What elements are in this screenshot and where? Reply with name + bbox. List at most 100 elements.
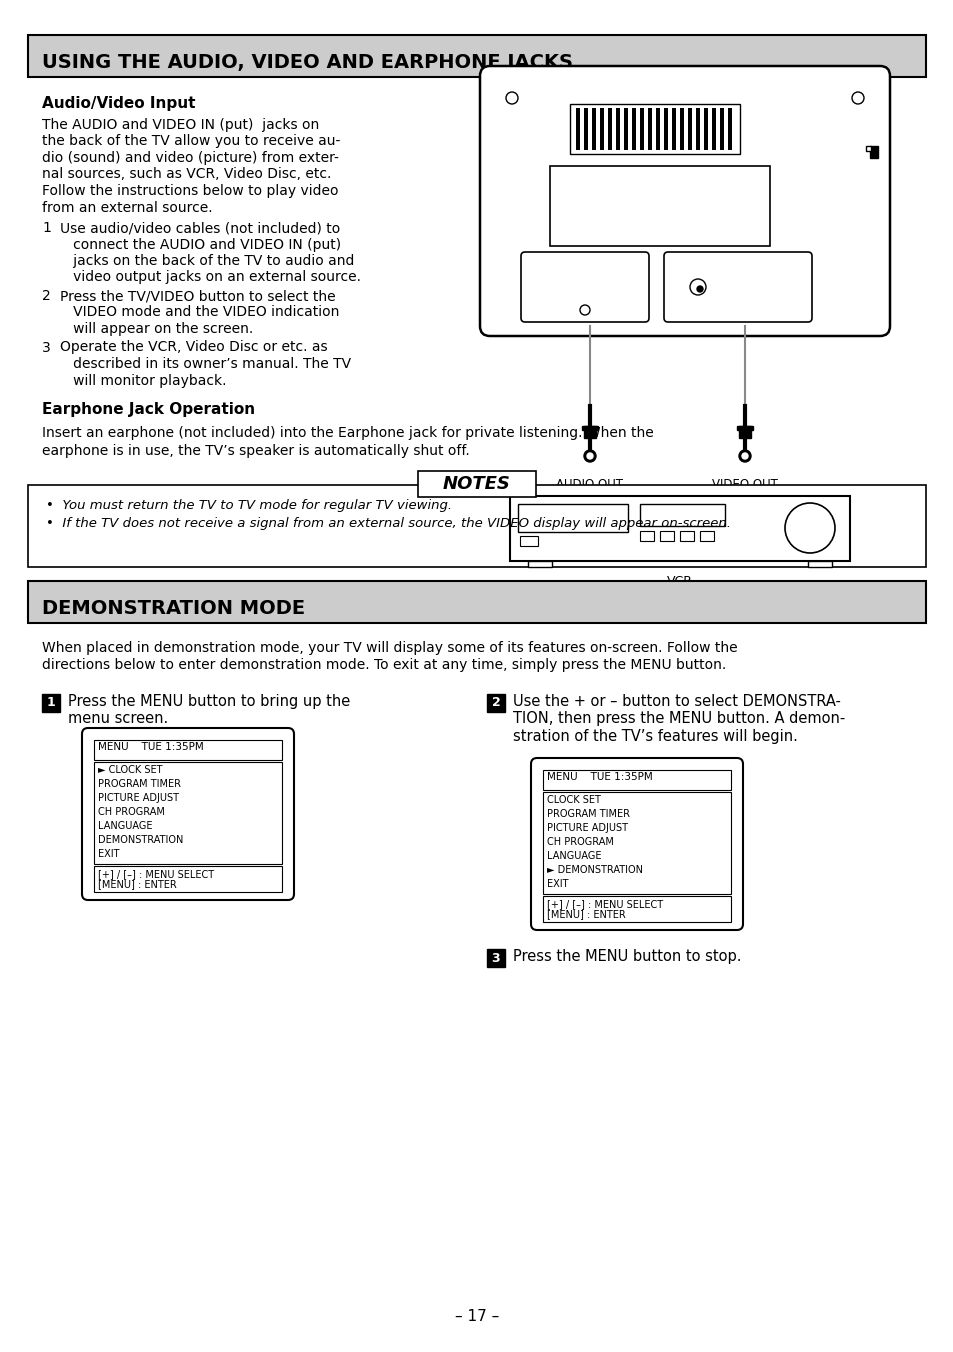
Bar: [576, 108, 579, 150]
Bar: [28, 485, 925, 566]
Bar: [639, 531, 654, 541]
Bar: [671, 108, 676, 150]
Bar: [696, 108, 700, 150]
Circle shape: [739, 450, 750, 462]
Text: MENU    TUE 1:35PM: MENU TUE 1:35PM: [546, 772, 652, 781]
Text: earphone is in use, the TV’s speaker is automatically shut off.: earphone is in use, the TV’s speaker is …: [42, 443, 469, 457]
Bar: [42, 694, 60, 713]
Text: will monitor playback.: will monitor playback.: [60, 373, 226, 388]
Text: The AUDIO and VIDEO IN (put)  jacks on: The AUDIO and VIDEO IN (put) jacks on: [42, 118, 319, 132]
Circle shape: [784, 503, 834, 553]
Bar: [542, 771, 730, 790]
Bar: [647, 108, 651, 150]
Text: [+] / [–] : MENU SELECT: [+] / [–] : MENU SELECT: [546, 899, 662, 909]
Circle shape: [583, 450, 596, 462]
Text: 2: 2: [491, 696, 500, 710]
Text: dio (sound) and video (picture) from exter-: dio (sound) and video (picture) from ext…: [42, 151, 338, 165]
Bar: [639, 108, 643, 150]
Text: video output jacks on an external source.: video output jacks on an external source…: [60, 270, 360, 284]
Text: EXIT: EXIT: [546, 879, 568, 890]
Text: LANGUAGE: LANGUAGE: [546, 850, 601, 861]
Text: Audio/Video Input: Audio/Video Input: [42, 96, 195, 111]
Circle shape: [586, 453, 593, 458]
Text: Press the MENU button to stop.: Press the MENU button to stop.: [513, 949, 740, 964]
Text: USING THE AUDIO, VIDEO AND EARPHONE JACKS: USING THE AUDIO, VIDEO AND EARPHONE JACK…: [42, 54, 573, 73]
Bar: [581, 426, 598, 430]
FancyBboxPatch shape: [663, 251, 811, 322]
Bar: [94, 763, 282, 864]
Circle shape: [505, 92, 517, 104]
Bar: [510, 496, 849, 561]
Text: [+] / [–] : MENU SELECT: [+] / [–] : MENU SELECT: [98, 869, 213, 879]
Bar: [631, 108, 636, 150]
Bar: [519, 535, 537, 546]
Text: 1: 1: [42, 220, 51, 235]
Text: When placed in demonstration mode, your TV will display some of its features on-: When placed in demonstration mode, your …: [42, 641, 737, 654]
Bar: [592, 108, 596, 150]
Bar: [869, 146, 877, 158]
Bar: [687, 108, 691, 150]
Bar: [739, 426, 750, 438]
FancyBboxPatch shape: [82, 727, 294, 900]
Text: ► CLOCK SET: ► CLOCK SET: [98, 765, 162, 775]
Text: CH PROGRAM: CH PROGRAM: [98, 807, 165, 817]
FancyBboxPatch shape: [520, 251, 648, 322]
Bar: [417, 470, 536, 498]
Text: will appear on the screen.: will appear on the screen.: [60, 322, 253, 337]
Text: from an external source.: from an external source.: [42, 200, 213, 215]
Text: [MENU] : ENTER: [MENU] : ENTER: [98, 879, 176, 890]
Text: VIDEO OUT: VIDEO OUT: [711, 479, 777, 491]
Bar: [659, 531, 673, 541]
Bar: [700, 531, 713, 541]
Bar: [583, 108, 587, 150]
Text: the back of the TV allow you to receive au-: the back of the TV allow you to receive …: [42, 134, 340, 149]
Bar: [663, 108, 667, 150]
Text: •  You must return the TV to TV mode for regular TV viewing.: • You must return the TV to TV mode for …: [46, 499, 452, 512]
Text: 3: 3: [491, 952, 499, 964]
Bar: [737, 426, 752, 430]
Bar: [679, 108, 683, 150]
Text: PROGRAM TIMER: PROGRAM TIMER: [546, 808, 629, 819]
Bar: [711, 108, 716, 150]
Text: CLOCK SET: CLOCK SET: [546, 795, 600, 804]
Circle shape: [851, 92, 863, 104]
Circle shape: [689, 279, 705, 295]
Text: Operate the VCR, Video Disc or etc. as: Operate the VCR, Video Disc or etc. as: [60, 341, 327, 354]
Text: [MENU] : ENTER: [MENU] : ENTER: [546, 909, 625, 919]
Text: Insert an earphone (not included) into the Earphone jack for private listening. : Insert an earphone (not included) into t…: [42, 426, 653, 439]
Text: DEMONSTRATION: DEMONSTRATION: [98, 836, 183, 845]
FancyBboxPatch shape: [479, 66, 889, 337]
Bar: [599, 108, 603, 150]
Bar: [527, 561, 552, 566]
Text: Follow the instructions below to play video: Follow the instructions below to play vi…: [42, 184, 338, 197]
Bar: [807, 561, 831, 566]
Text: 1: 1: [47, 696, 55, 710]
Text: EXIT: EXIT: [98, 849, 119, 859]
Bar: [607, 108, 612, 150]
Bar: [569, 104, 740, 154]
Text: 3: 3: [42, 341, 51, 354]
Bar: [720, 108, 723, 150]
Bar: [583, 426, 596, 438]
Circle shape: [579, 306, 589, 315]
Bar: [542, 896, 730, 922]
Text: ► DEMONSTRATION: ► DEMONSTRATION: [546, 865, 642, 875]
Text: VIDEO mode and the VIDEO indication: VIDEO mode and the VIDEO indication: [60, 306, 339, 319]
Bar: [865, 146, 870, 151]
Bar: [550, 166, 769, 246]
Text: Earphone Jack Operation: Earphone Jack Operation: [42, 402, 254, 416]
Text: Use audio/video cables (not included) to: Use audio/video cables (not included) to: [60, 220, 340, 235]
Bar: [486, 694, 504, 713]
Text: 2: 2: [42, 289, 51, 303]
Text: DEMONSTRATION MODE: DEMONSTRATION MODE: [42, 599, 305, 618]
Bar: [639, 504, 724, 526]
Text: Press the MENU button to bring up the
menu screen.: Press the MENU button to bring up the me…: [68, 694, 350, 726]
Bar: [679, 531, 693, 541]
Text: – 17 –: – 17 –: [455, 1309, 498, 1324]
Bar: [623, 108, 627, 150]
Bar: [542, 792, 730, 894]
Bar: [517, 504, 627, 531]
FancyBboxPatch shape: [531, 758, 742, 930]
Text: VCR: VCR: [666, 575, 692, 588]
Bar: [486, 949, 504, 967]
